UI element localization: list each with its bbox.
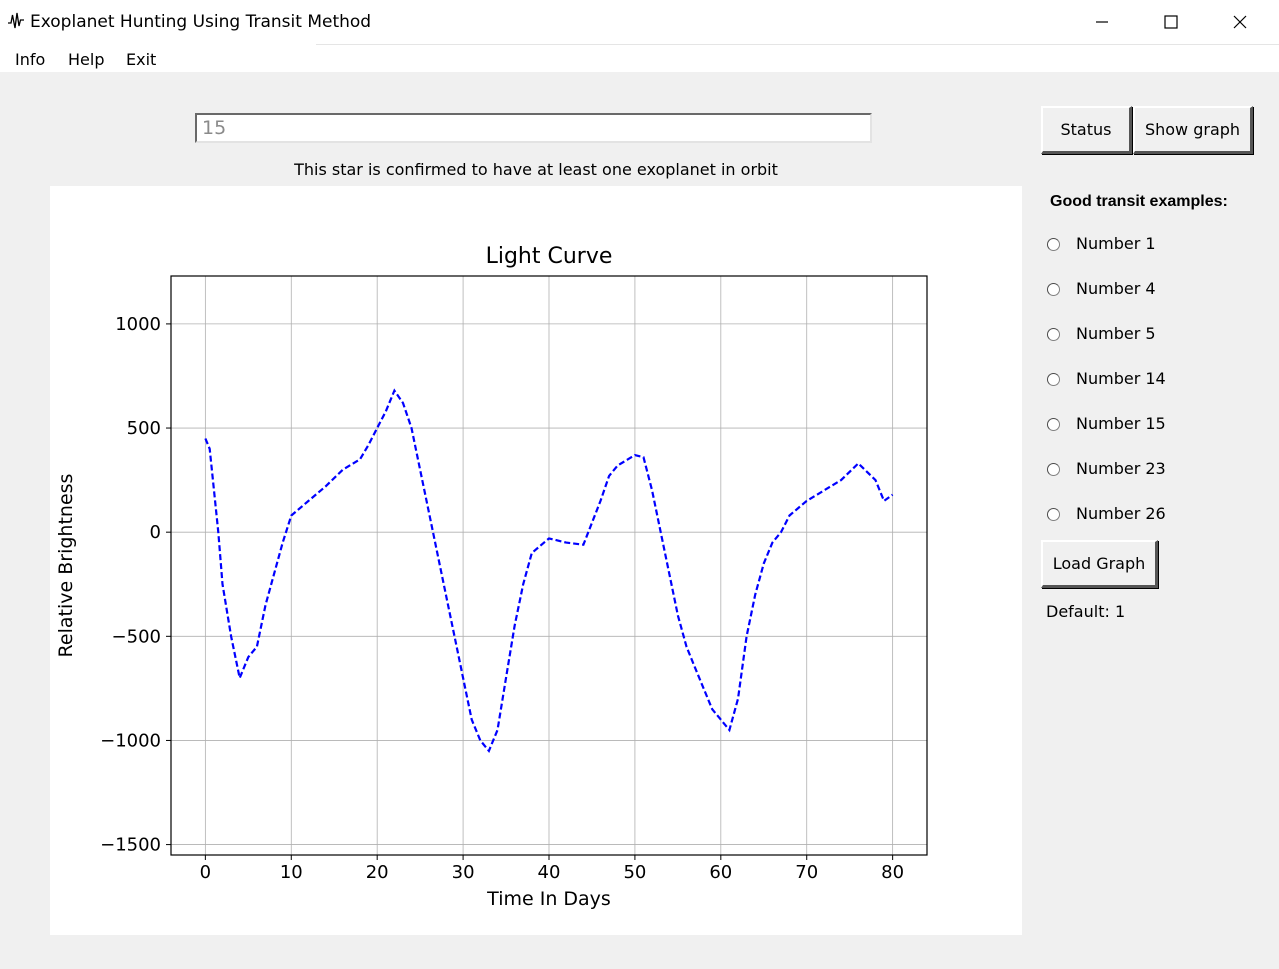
menu-exit[interactable]: Exit [126, 50, 157, 69]
waveform-icon [8, 12, 24, 29]
light-curve-chart: 0 10 20 30 40 50 60 70 80 −1500 −1000 −500 0 500 1000 L… [55, 244, 928, 910]
radio-label: Number 23 [1076, 459, 1166, 478]
radio-circle-icon[interactable] [1047, 283, 1060, 296]
status-message: This star is confirmed to have at least … [294, 160, 778, 179]
radio-label: Number 4 [1076, 279, 1156, 298]
chart-title: Light Curve [486, 244, 613, 269]
examples-heading: Good transit examples: [1050, 193, 1228, 210]
y-tick-label: 500 [127, 418, 161, 439]
x-tick-label: 30 [452, 862, 475, 883]
x-tick-label: 40 [538, 862, 561, 883]
radio-circle-icon[interactable] [1047, 238, 1060, 251]
x-tick-label: 10 [280, 862, 303, 883]
radio-circle-icon[interactable] [1047, 508, 1060, 521]
status-button[interactable]: Status [1041, 106, 1132, 154]
x-axis-label: Time In Days [486, 888, 611, 910]
x-tick-label: 0 [200, 862, 211, 883]
maximize-button[interactable] [1137, 0, 1205, 44]
radio-circle-icon[interactable] [1047, 328, 1060, 341]
title-bar: Exoplanet Hunting Using Transit Method [0, 0, 1279, 44]
radio-circle-icon[interactable] [1047, 463, 1060, 476]
plot-panel: 0 10 20 30 40 50 60 70 80 −1500 −1000 −500 0 500 1000 L… [50, 186, 1022, 935]
window-title: Exoplanet Hunting Using Transit Method [30, 12, 372, 32]
show-graph-button[interactable]: Show graph [1133, 106, 1253, 154]
radio-circle-icon[interactable] [1047, 373, 1060, 386]
menu-separator [316, 44, 1279, 45]
close-button[interactable] [1206, 0, 1274, 44]
y-axis-label: Relative Brightness [55, 474, 77, 658]
menu-info[interactable]: Info [15, 50, 46, 69]
maximize-icon [1164, 15, 1178, 29]
y-tick-label: −1000 [100, 730, 161, 751]
load-graph-button[interactable]: Load Graph [1041, 540, 1158, 588]
radio-label: Number 14 [1076, 369, 1166, 388]
radio-circle-icon[interactable] [1047, 418, 1060, 431]
x-tick-label: 60 [709, 862, 732, 883]
minimize-icon [1096, 21, 1108, 23]
x-tick-label: 80 [881, 862, 904, 883]
menu-help[interactable]: Help [68, 50, 105, 69]
y-tick-label: −500 [112, 626, 161, 647]
default-label: Default: 1 [1046, 602, 1126, 621]
y-tick-label: −1500 [100, 835, 161, 856]
x-tick-label: 20 [366, 862, 389, 883]
radio-label: Number 26 [1076, 504, 1166, 523]
close-icon [1233, 15, 1247, 29]
x-tick-label: 50 [623, 862, 646, 883]
y-tick-label: 1000 [115, 314, 161, 335]
star-number-input[interactable] [195, 113, 872, 143]
minimize-button[interactable] [1068, 0, 1136, 44]
light-curve-series [204, 388, 894, 754]
radio-label: Number 1 [1076, 234, 1156, 253]
radio-label: Number 15 [1076, 414, 1166, 433]
y-tick-label: 0 [150, 522, 161, 543]
menu-bar [0, 44, 1279, 72]
x-tick-label: 70 [795, 862, 818, 883]
radio-label: Number 5 [1076, 324, 1156, 343]
